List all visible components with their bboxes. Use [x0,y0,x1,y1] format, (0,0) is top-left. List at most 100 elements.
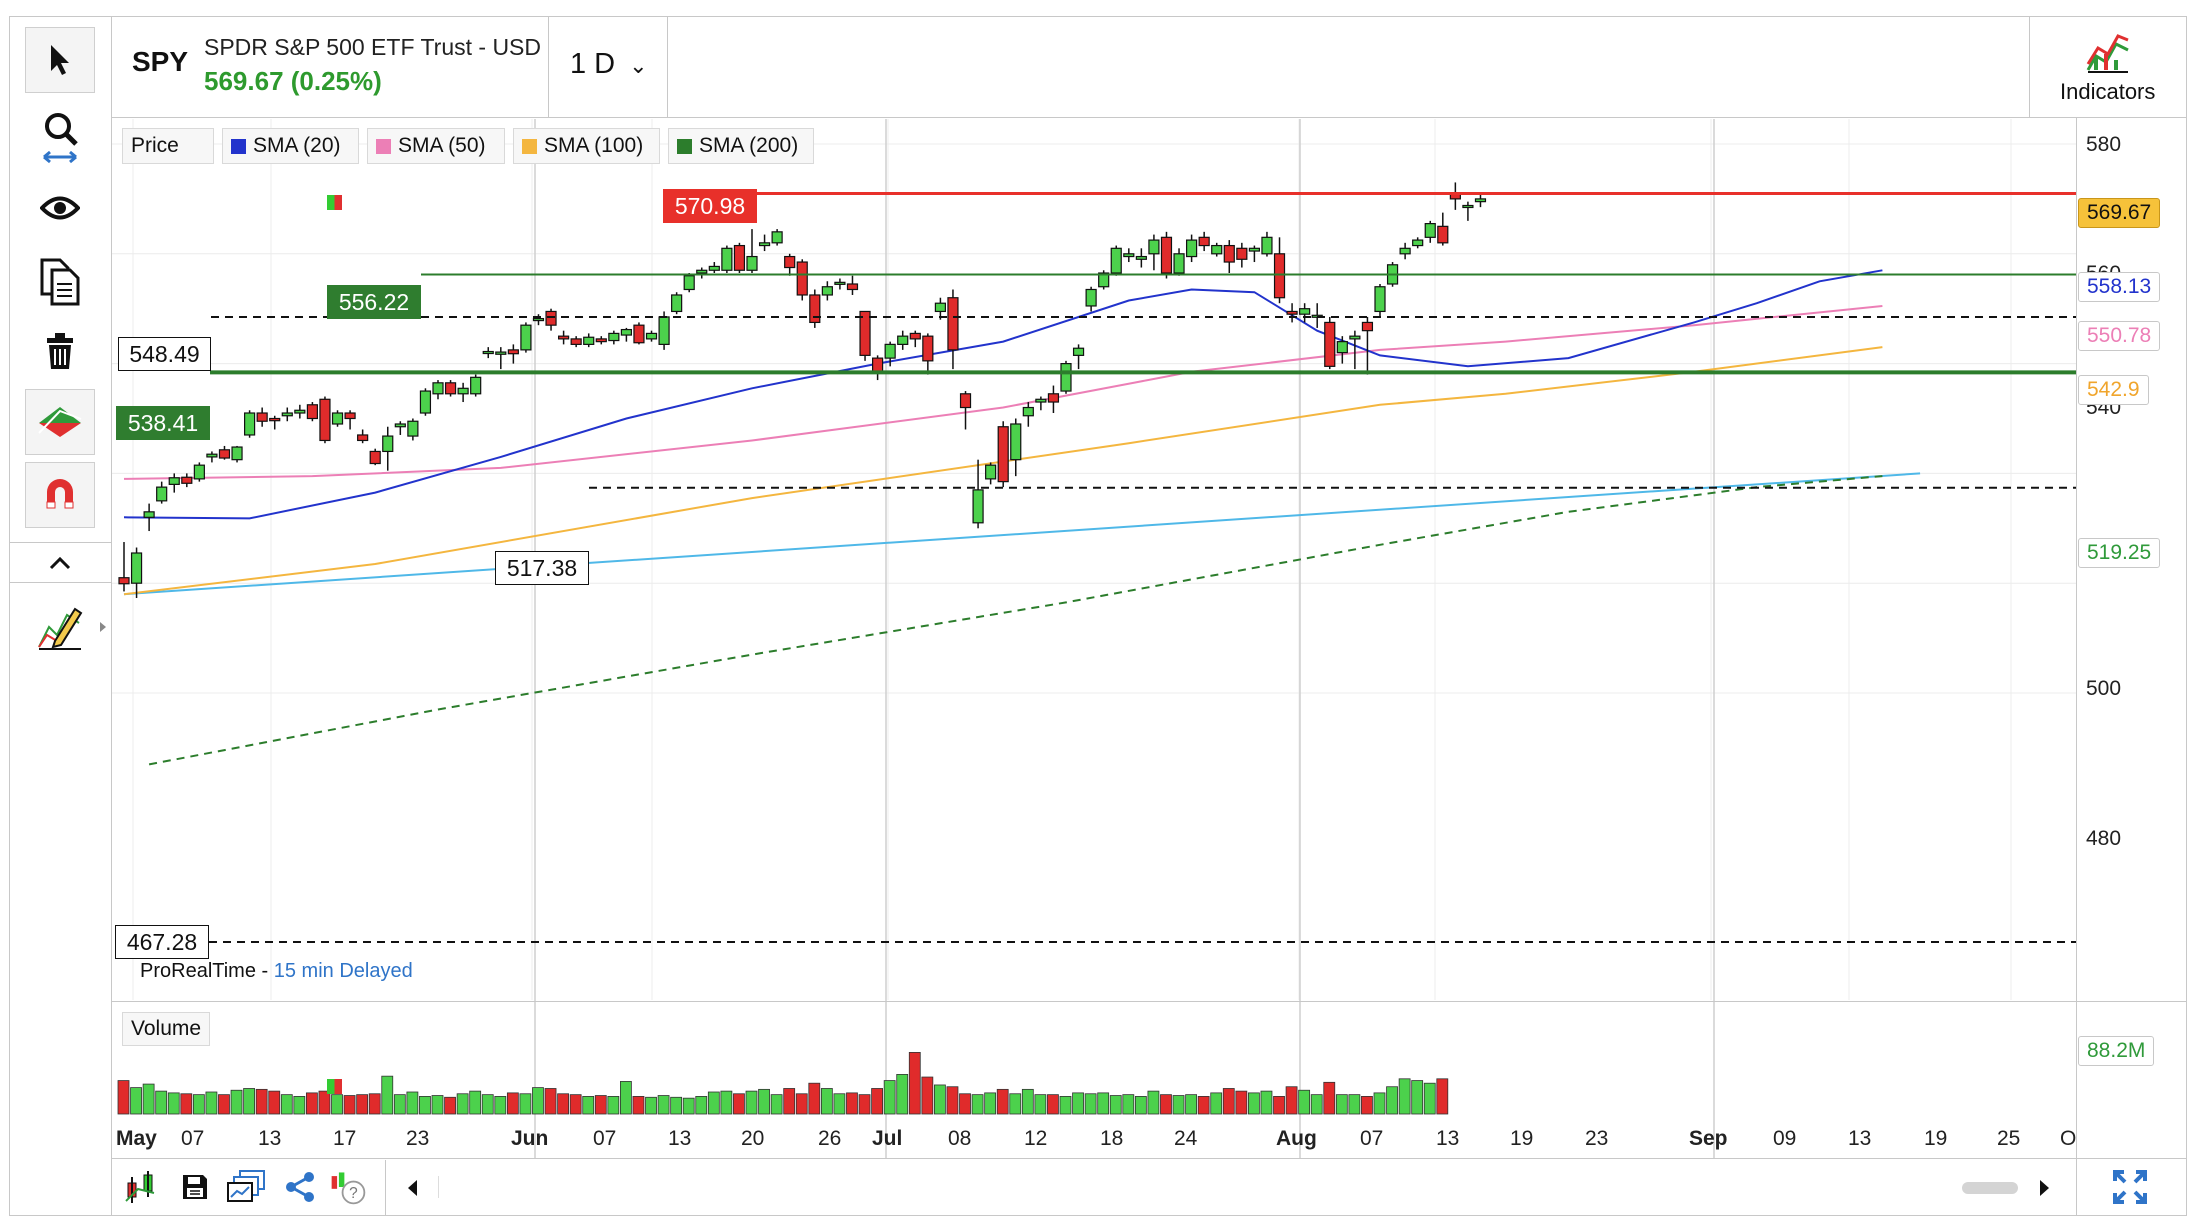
candle-body [771,231,783,244]
indicators-button[interactable] [2086,30,2130,74]
expand-icon [2113,1170,2147,1204]
legend-sma20[interactable]: SMA (20) [222,128,359,164]
share-icon [286,1172,314,1202]
volume-bar [569,1094,582,1115]
legend-sma50[interactable]: SMA (50) [367,128,505,164]
candle-body [1324,321,1336,367]
help-button[interactable]: ? [328,1167,368,1207]
volume-bar [607,1096,620,1115]
level-556-tag[interactable]: 556.22 [327,285,421,319]
fullscreen-button[interactable] [2110,1167,2150,1207]
volume-bar [1072,1092,1084,1115]
candle-body [457,387,469,395]
volume-bar [381,1075,394,1115]
candle-body [269,417,281,422]
save-button[interactable] [175,1167,215,1207]
volume-bar [695,1096,708,1115]
candle-body [382,435,394,453]
timeframe-selector[interactable]: 1 D ⌄ [570,48,648,81]
chart-type-button[interactable] [122,1167,162,1207]
layouts-button[interactable] [226,1167,266,1207]
candle-body [1160,236,1173,274]
level-517-tag[interactable]: 517.38 [495,551,589,585]
candle-body [1349,335,1361,340]
volume-bar [494,1096,507,1115]
volume-bar [959,1093,971,1115]
delete-tool[interactable] [25,318,95,384]
volume-bar [255,1088,268,1115]
collapse-toolbar-button[interactable] [25,531,95,595]
sma50-swatch [376,138,391,154]
level-467-tag[interactable]: 467.28 [115,925,209,959]
layouts-icon [227,1170,265,1202]
indicators-icon [2086,34,2129,73]
volume-bar [783,1088,796,1115]
candle-body [1437,225,1449,244]
volume-bar [532,1087,544,1115]
visibility-tool[interactable] [25,175,95,241]
sma200-line [148,475,1883,766]
trendline [123,472,1921,596]
scrollbar-thumb[interactable] [1962,1182,2018,1194]
scroll-left-icon[interactable] [408,1180,417,1196]
candle-body [231,446,243,461]
x-tick-10: Jul [872,1127,903,1150]
candle-body [645,332,658,340]
candle-body [934,302,947,313]
candle-body [419,390,432,414]
expand-arrow [100,622,106,632]
candle-body [884,343,896,359]
legend-sma50-label: SMA (50) [398,134,486,157]
zoom-tool[interactable] [25,104,95,170]
legend-volume[interactable]: Volume [122,1012,342,1094]
sma20-line [123,269,1883,520]
legend-sma200[interactable]: SMA (200) [668,128,814,164]
candle-body [520,324,532,351]
candle-body [545,310,557,326]
volume-bar [393,1094,406,1115]
trend-tool[interactable] [25,389,95,455]
legend-price[interactable]: Price [122,128,342,210]
volume-bar [946,1086,959,1115]
volume-bar [1335,1094,1348,1115]
x-tick-19: 23 [1585,1127,1609,1150]
volume-bar [1411,1080,1424,1115]
volume-bar [1361,1096,1373,1115]
trendline-value-tag: 519.25 [2078,538,2161,568]
candle-body [470,376,482,395]
candle-body [1123,253,1135,258]
volume-bar [833,1093,846,1115]
volume-bar [456,1093,469,1115]
horizontal-levels [209,192,2076,943]
volume-bar [770,1094,783,1115]
level-548-tag[interactable]: 548.49 [118,337,211,371]
volume-bar [745,1090,758,1115]
volume-bar [820,1088,833,1115]
volume-bar [155,1090,168,1115]
candle-body [344,412,356,420]
volume-bar [1197,1096,1210,1115]
candle-body [130,552,143,584]
volume-bar [305,1092,318,1115]
y-tick-480: 480 [2086,827,2122,850]
candle-body [1412,239,1424,247]
drawing-tool[interactable] [25,595,95,661]
delay-link[interactable]: 15 min Delayed [273,960,413,982]
volume-value-tag: 88.2M [2078,1036,2155,1066]
indicators-label[interactable]: Indicators [2060,79,2156,104]
magnet-tool[interactable] [25,462,95,528]
pointer-tool[interactable] [25,27,95,93]
volume-bar [481,1094,494,1115]
level-538-tag[interactable]: 538.41 [116,406,210,440]
share-button[interactable] [280,1167,320,1207]
copy-tool[interactable] [25,248,95,314]
scroll-right-icon[interactable] [2040,1180,2049,1196]
x-tick-12: 12 [1024,1127,1048,1150]
volume-bar [343,1095,356,1115]
last-price-tag: 569.67 [2078,198,2161,228]
volume-bar [1222,1088,1235,1115]
volume-bar [1398,1078,1411,1115]
resistance-tag[interactable]: 570.98 [663,189,757,223]
legend-sma100[interactable]: SMA (100) [513,128,660,164]
